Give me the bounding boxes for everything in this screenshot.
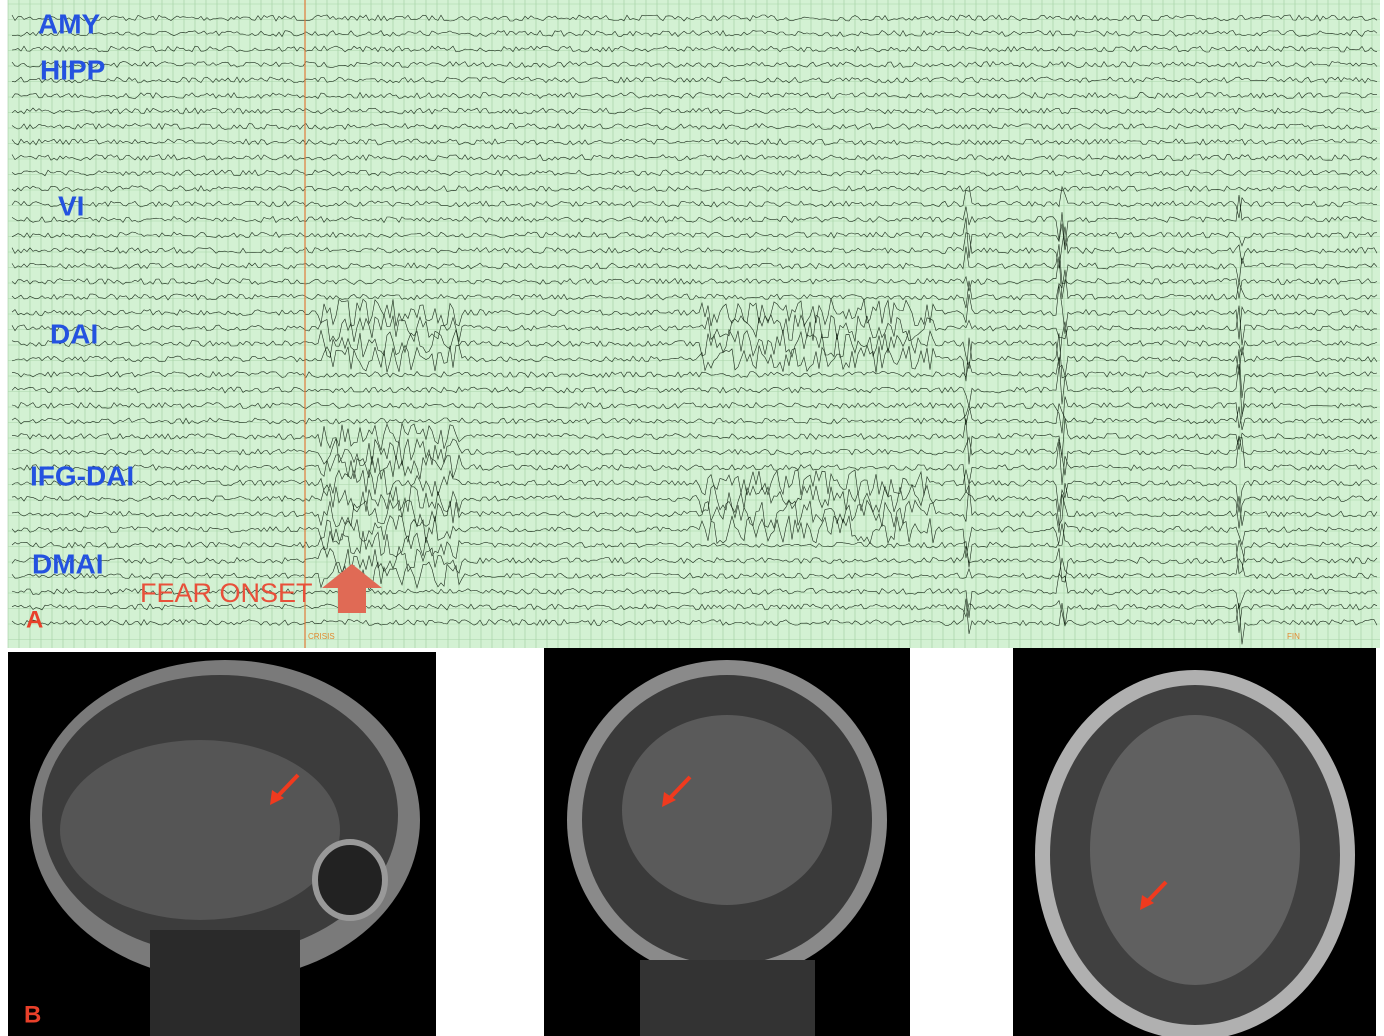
figure: AMY HIPP VI DAI IFG-DAI DMAI FEAR ONSET CRISI… bbox=[0, 0, 1384, 1036]
fear-onset-label: FEAR ONSET bbox=[140, 578, 313, 608]
neck bbox=[640, 960, 815, 1036]
white-matter bbox=[60, 740, 340, 920]
panel-label-a: A bbox=[26, 606, 43, 633]
channel-label: HIPP bbox=[40, 54, 105, 85]
channel-label: DMAI bbox=[32, 548, 104, 579]
channel-label: AMY bbox=[38, 8, 101, 39]
channel-label: IFG-DAI bbox=[30, 460, 134, 491]
channel-label: DAI bbox=[50, 318, 98, 349]
figure-canvas: AMY HIPP VI DAI IFG-DAI DMAI FEAR ONSET CRISI… bbox=[0, 0, 1384, 1036]
channel-label: VI bbox=[58, 190, 84, 221]
orbit bbox=[315, 842, 385, 918]
fin-marker: FIN bbox=[1287, 632, 1300, 641]
white-matter bbox=[1090, 715, 1300, 985]
crisis-marker: CRISIS bbox=[308, 632, 335, 641]
white-matter bbox=[622, 715, 832, 905]
panel-label-b: B bbox=[24, 1001, 41, 1028]
neck bbox=[150, 930, 300, 1036]
